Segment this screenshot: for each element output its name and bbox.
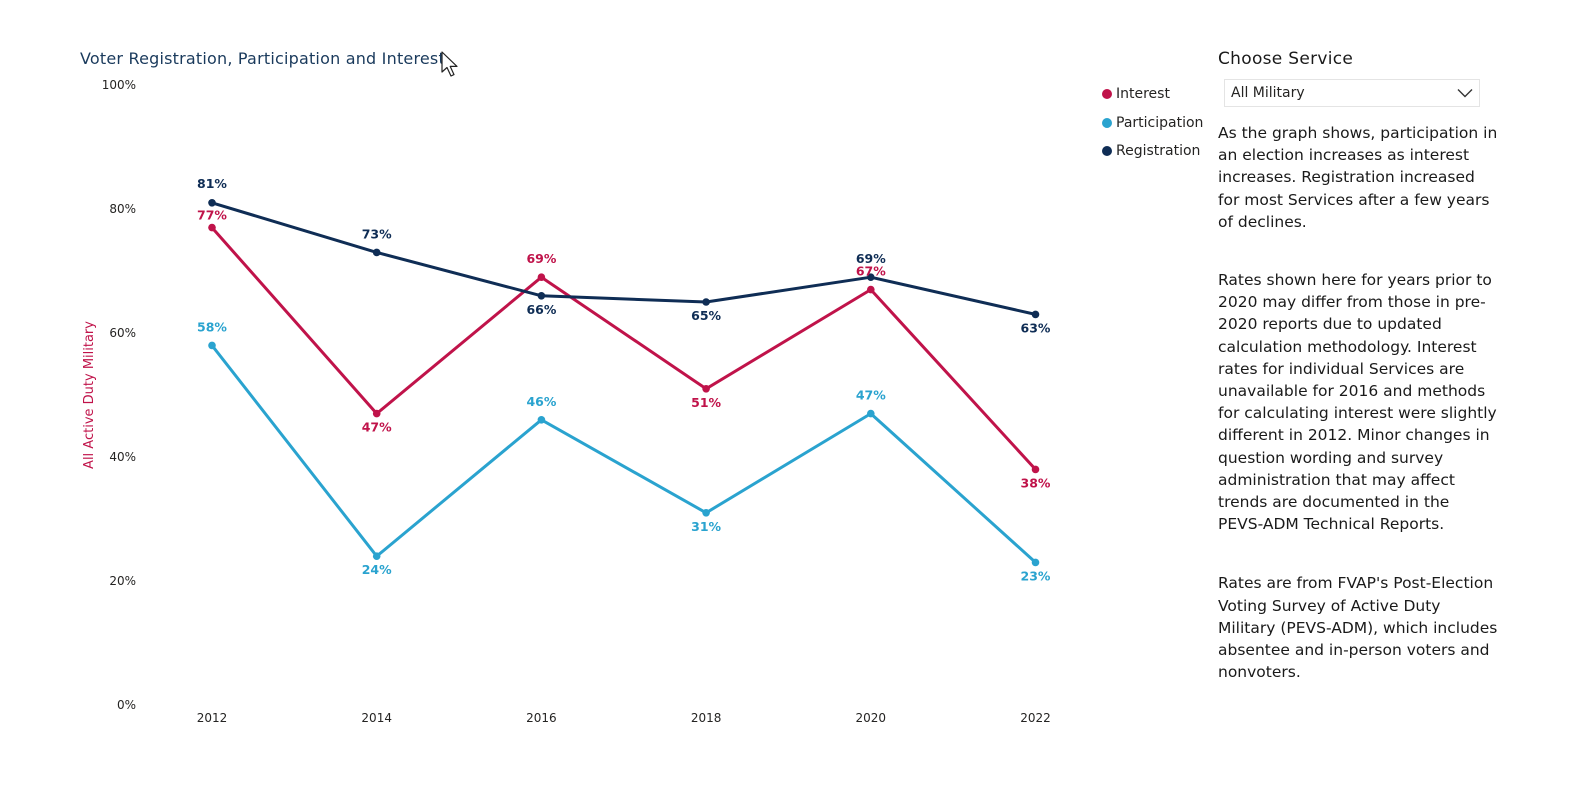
data-label-registration: 66% (526, 302, 556, 317)
chart-legend: Interest Participation Registration (1102, 80, 1203, 166)
legend-dot-interest (1102, 89, 1112, 100)
data-point-participation[interactable] (208, 341, 216, 350)
data-point-registration[interactable] (702, 298, 710, 306)
data-label-interest: 67% (856, 264, 886, 279)
x-tick-label: 2022 (1020, 711, 1051, 725)
description-paragraph-2: Rates shown here for years prior to 2020… (1218, 271, 1497, 534)
description-paragraph-3: Rates are from FVAP's Post-Election Voti… (1218, 574, 1498, 682)
data-label-registration: 69% (856, 251, 886, 266)
choose-service-title: Choose Service (1218, 49, 1354, 69)
data-label-interest: 38% (1021, 475, 1051, 490)
y-axis-label: All Active Duty Military (82, 321, 97, 469)
mouse-cursor-icon (441, 51, 458, 77)
x-tick-label: 2016 (526, 711, 557, 725)
x-axis: 2012 2014 2016 2018 2020 2022 (197, 711, 1051, 725)
y-tick-label: 20% (109, 574, 136, 588)
data-label-participation: 47% (856, 388, 886, 403)
legend-item-registration[interactable]: Registration (1102, 137, 1203, 166)
y-tick-label: 100% (102, 78, 136, 92)
data-label-participation: 58% (197, 319, 227, 334)
data-label-interest: 69% (526, 251, 556, 266)
series-lines (208, 199, 1040, 567)
data-label-registration: 81% (197, 176, 227, 191)
data-point-registration[interactable] (867, 273, 875, 282)
line-chart: 0% 20% 40% 60% 80% 100% All Active Duty Milit… (82, 78, 1051, 725)
data-label-registration: 63% (1021, 320, 1051, 335)
data-point-participation[interactable] (537, 416, 546, 424)
data-point-registration[interactable] (537, 292, 546, 300)
series-line-interest (210, 226, 1037, 471)
data-point-registration[interactable] (208, 199, 216, 207)
series-line-registration (211, 201, 1036, 316)
y-tick-label: 80% (109, 202, 136, 216)
service-dropdown-value: All Military (1231, 85, 1305, 101)
legend-label-registration: Registration (1116, 143, 1201, 160)
service-dropdown[interactable]: All Military (1224, 79, 1480, 107)
side-panel: Choose Service All Military As the graph… (1218, 49, 1498, 683)
x-tick-label: 2014 (361, 711, 392, 725)
data-point-interest[interactable] (537, 273, 546, 282)
data-point-participation[interactable] (702, 509, 710, 517)
data-point-registration[interactable] (372, 248, 381, 257)
data-label-participation: 24% (362, 562, 392, 577)
legend-item-participation[interactable]: Participation (1102, 109, 1203, 138)
y-tick-label: 40% (109, 450, 136, 464)
data-point-participation[interactable] (372, 552, 381, 560)
data-label-registration: 65% (691, 308, 721, 323)
legend-label-interest: Interest (1116, 86, 1170, 103)
legend-label-participation: Participation (1116, 114, 1204, 131)
data-label-participation: 31% (691, 519, 721, 534)
data-label-interest: 47% (362, 420, 392, 435)
y-tick-label: 60% (109, 326, 136, 340)
data-point-interest[interactable] (867, 285, 875, 294)
data-label-interest: 51% (691, 395, 721, 410)
data-point-participation[interactable] (1031, 558, 1040, 567)
data-point-interest[interactable] (208, 223, 216, 232)
y-axis: 0% 20% 40% 60% 80% 100% (102, 78, 136, 712)
data-label-interest: 77% (197, 208, 227, 223)
data-point-participation[interactable] (867, 409, 875, 418)
x-tick-label: 2018 (691, 711, 722, 725)
chevron-down-icon (1457, 89, 1473, 98)
legend-item-interest[interactable]: Interest (1102, 80, 1203, 109)
data-label-participation: 23% (1021, 568, 1051, 583)
x-tick-label: 2012 (197, 711, 228, 725)
data-label-registration: 73% (362, 226, 392, 241)
series-line-participation (210, 344, 1037, 564)
data-label-participation: 46% (526, 394, 556, 409)
legend-dot-registration (1102, 146, 1112, 157)
chart-title: Voter Registration, Participation and In… (80, 49, 444, 68)
y-tick-label: 0% (117, 698, 136, 712)
description-paragraph-1: As the graph shows, participation in an … (1218, 124, 1498, 231)
data-point-interest[interactable] (372, 409, 381, 418)
data-point-interest[interactable] (702, 385, 710, 393)
x-tick-label: 2020 (856, 711, 887, 725)
data-labels: 77% 47% 69% 51% 67% 38% 58% 24% 46% 31% 47% 23% 81% 7… (197, 176, 1051, 584)
data-point-interest[interactable] (1031, 465, 1040, 474)
data-point-registration[interactable] (1031, 310, 1040, 319)
legend-dot-participation (1102, 117, 1112, 128)
